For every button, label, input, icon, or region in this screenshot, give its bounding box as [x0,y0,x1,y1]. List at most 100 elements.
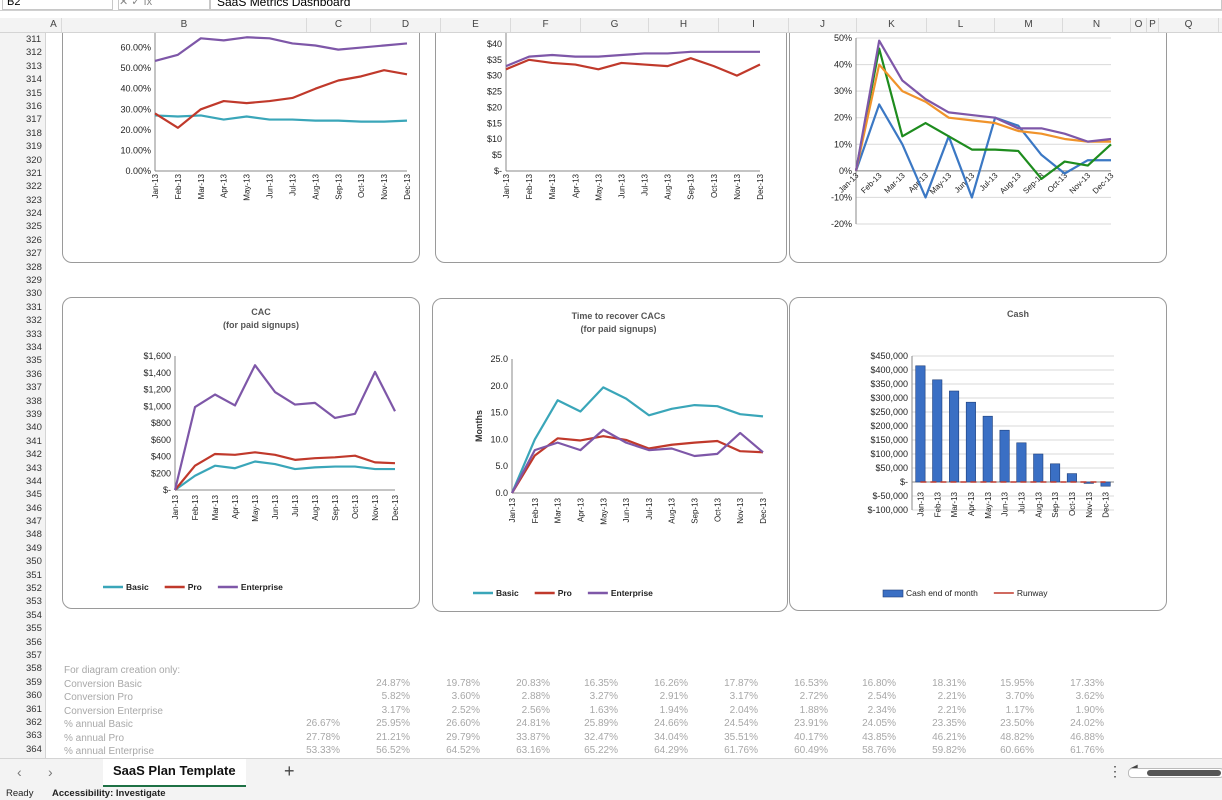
helper-cell[interactable]: 15.95% [1000,678,1034,689]
helper-cell[interactable]: 32.47% [584,731,618,743]
helper-cell[interactable]: 3.70% [1005,691,1034,703]
helper-cell[interactable]: 23.50% [1000,718,1034,730]
helper-cell[interactable]: 3.62% [1075,691,1104,703]
helper-row-label[interactable]: % annual Basic [64,719,133,731]
row-header[interactable]: 320 [26,154,42,166]
row-header[interactable]: 316 [26,100,42,112]
helper-cell[interactable]: 24.66% [654,718,688,730]
helper-cell[interactable]: 23.35% [932,718,966,730]
row-header[interactable]: 363 [26,730,42,742]
column-header-m[interactable]: M [995,18,1063,32]
row-header[interactable]: 311 [26,34,42,45]
helper-cell[interactable]: 29.79% [446,731,480,743]
row-header[interactable]: 327 [26,248,42,260]
column-header-n[interactable]: N [1063,18,1131,32]
helper-cell[interactable]: 65.22% [584,745,618,756]
chart-plan-mix[interactable]: 0.00% 10.00% 20.00% 30.00% 40.00% 50.00% 60.00… [62,33,420,263]
helper-cell[interactable]: 64.29% [654,745,688,756]
scrollbar-thumb[interactable] [1147,770,1221,776]
helper-row-label[interactable]: Conversion Enterprise [64,705,163,717]
helper-cell[interactable]: 3.27% [589,691,618,703]
helper-cell[interactable]: 1.17% [1005,704,1034,716]
column-header-k[interactable]: K [857,18,927,32]
helper-cell[interactable]: 16.26% [654,678,688,689]
row-header[interactable]: 315 [26,87,42,99]
helper-cell[interactable]: 16.35% [584,678,618,689]
row-header[interactable]: 361 [26,703,42,715]
row-header[interactable]: 355 [26,623,42,635]
helper-cell[interactable]: 5.82% [381,691,410,703]
column-header-p[interactable]: P [1147,18,1159,32]
tab-saas-plan-template[interactable]: SaaS Plan Template [103,759,246,787]
column-header-b[interactable]: B [62,18,307,32]
row-header[interactable]: 350 [26,556,42,568]
row-header[interactable]: 331 [26,301,42,313]
column-header-q[interactable]: Q [1159,18,1219,32]
cancel-icon[interactable]: ✕ [119,0,129,8]
row-header[interactable]: 323 [26,194,42,206]
row-header[interactable]: 353 [26,596,42,608]
row-header[interactable]: 329 [26,275,42,287]
helper-cell[interactable]: 2.56% [521,704,550,716]
row-header[interactable]: 337 [26,382,42,394]
row-header[interactable]: 322 [26,181,42,193]
row-header[interactable]: 351 [26,569,42,581]
helper-cell[interactable]: 48.82% [1000,731,1034,743]
helper-row-label[interactable]: % annual Pro [64,732,125,744]
helper-cell[interactable]: 21.21% [376,731,410,743]
column-header-l[interactable]: L [927,18,995,32]
helper-cell[interactable]: 63.16% [516,745,550,756]
column-header-c[interactable]: C [307,18,371,32]
row-header[interactable]: 317 [26,114,42,126]
helper-cell[interactable]: 2.88% [521,691,550,703]
tab-scroll-right-icon[interactable]: › [48,764,53,780]
column-header-o[interactable]: O [1131,18,1147,32]
row-header[interactable]: 343 [26,462,42,474]
row-header[interactable]: 364 [26,743,42,755]
row-header[interactable]: 314 [26,74,42,86]
helper-cell[interactable]: 61.76% [724,745,758,756]
helper-cell[interactable]: 17.87% [724,678,758,689]
row-header[interactable]: 319 [26,141,42,153]
helper-cell[interactable]: 19.78% [446,678,480,689]
helper-cell[interactable]: 17.33% [1070,678,1104,689]
column-header-e[interactable]: E [441,18,511,32]
fx-icon[interactable]: fx [143,0,153,8]
helper-cell[interactable]: 16.53% [794,678,828,689]
helper-cell[interactable]: 18.31% [932,678,966,689]
formula-input[interactable]: SaaS Metrics Dashboard [210,0,1222,10]
helper-cell[interactable]: 3.60% [451,691,480,703]
helper-cell[interactable]: 25.89% [584,718,618,730]
helper-cell[interactable]: 58.76% [862,745,896,756]
helper-cell[interactable]: 24.81% [516,718,550,730]
row-header[interactable]: 348 [26,529,42,541]
column-header-f[interactable]: F [511,18,581,32]
helper-cell[interactable]: 46.88% [1070,731,1104,743]
column-header-g[interactable]: G [581,18,649,32]
helper-cell[interactable]: 43.85% [862,731,896,743]
helper-cell[interactable]: 61.76% [1070,745,1104,756]
accessibility-status[interactable]: Accessibility: Investigate [52,788,166,799]
row-header[interactable]: 357 [26,649,42,661]
name-box[interactable]: B2 [2,0,113,10]
helper-cell[interactable]: 20.83% [516,678,550,689]
helper-cell[interactable]: 24.87% [376,678,410,689]
row-header[interactable]: 354 [26,609,42,621]
helper-cell[interactable]: 2.21% [937,691,966,703]
helper-cell[interactable]: 24.02% [1070,718,1104,730]
row-header[interactable]: 340 [26,422,42,434]
helper-cell[interactable]: 56.52% [376,745,410,756]
row-header[interactable]: 335 [26,355,42,367]
helper-cell[interactable]: 34.04% [654,731,688,743]
column-header-a[interactable]: A [46,18,62,32]
helper-cell[interactable]: 24.05% [862,718,896,730]
add-sheet-button[interactable]: + [284,761,295,781]
chart-arpu[interactable]: $-$5$10$15$20$25$30$35$40$45Jan-13Feb-13… [435,33,787,263]
helper-cell[interactable]: 2.21% [937,704,966,716]
helper-cell[interactable]: 2.52% [451,704,480,716]
helper-cell[interactable]: 1.88% [799,704,828,716]
helper-cell[interactable]: 1.90% [1075,704,1104,716]
helper-cell[interactable]: 16.80% [862,678,896,689]
helper-cell[interactable]: 2.34% [867,704,896,716]
confirm-icon[interactable]: ✓ [131,0,141,8]
